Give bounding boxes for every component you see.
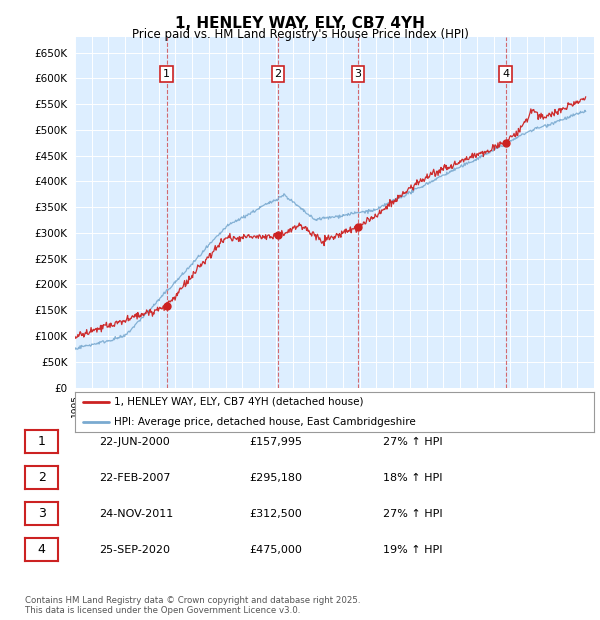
Text: 27% ↑ HPI: 27% ↑ HPI — [383, 437, 442, 447]
Text: 2: 2 — [275, 69, 281, 79]
Text: 3: 3 — [355, 69, 361, 79]
Text: 1: 1 — [163, 69, 170, 79]
Text: 25-SEP-2020: 25-SEP-2020 — [99, 545, 170, 555]
Text: Price paid vs. HM Land Registry's House Price Index (HPI): Price paid vs. HM Land Registry's House … — [131, 28, 469, 41]
Text: 19% ↑ HPI: 19% ↑ HPI — [383, 545, 442, 555]
Text: 2: 2 — [38, 471, 46, 484]
Text: 1, HENLEY WAY, ELY, CB7 4YH (detached house): 1, HENLEY WAY, ELY, CB7 4YH (detached ho… — [114, 397, 364, 407]
Text: 22-FEB-2007: 22-FEB-2007 — [99, 473, 170, 483]
Text: Contains HM Land Registry data © Crown copyright and database right 2025.
This d: Contains HM Land Registry data © Crown c… — [25, 596, 361, 615]
Text: 3: 3 — [38, 507, 46, 520]
Text: 18% ↑ HPI: 18% ↑ HPI — [383, 473, 442, 483]
Text: 4: 4 — [502, 69, 509, 79]
Text: 27% ↑ HPI: 27% ↑ HPI — [383, 509, 442, 519]
Text: £475,000: £475,000 — [249, 545, 302, 555]
Text: 1, HENLEY WAY, ELY, CB7 4YH: 1, HENLEY WAY, ELY, CB7 4YH — [175, 16, 425, 31]
Text: 1: 1 — [38, 435, 46, 448]
Text: 22-JUN-2000: 22-JUN-2000 — [99, 437, 170, 447]
Text: 4: 4 — [38, 543, 46, 556]
Text: 24-NOV-2011: 24-NOV-2011 — [99, 509, 173, 519]
Text: £312,500: £312,500 — [249, 509, 302, 519]
Text: £295,180: £295,180 — [249, 473, 302, 483]
Text: HPI: Average price, detached house, East Cambridgeshire: HPI: Average price, detached house, East… — [114, 417, 416, 427]
Text: £157,995: £157,995 — [249, 437, 302, 447]
